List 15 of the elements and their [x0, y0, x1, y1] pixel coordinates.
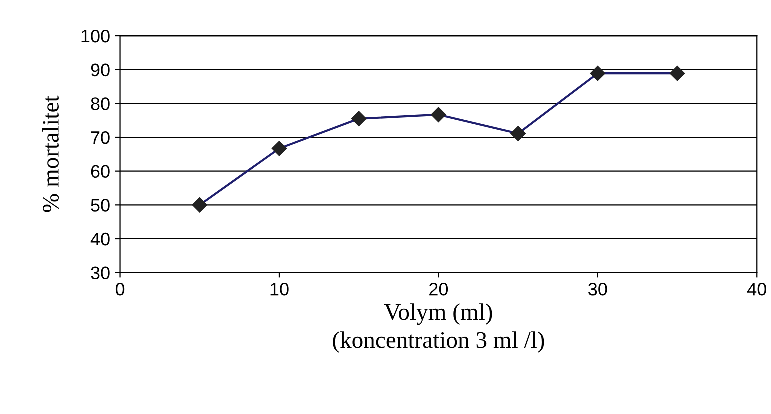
- x-axis-title: Volym (ml) (koncentration 3 ml /l): [333, 304, 544, 354]
- y-tick-label: 80: [91, 98, 110, 110]
- y-tick-label: 50: [91, 199, 110, 212]
- y-tick-label: 90: [91, 64, 110, 77]
- x-tick-label: 30: [588, 283, 608, 296]
- x-tick-label: 0: [116, 283, 125, 296]
- x-tick-label: 10: [270, 283, 289, 296]
- x-tick-label: 40: [747, 283, 766, 296]
- y-tick-label: 60: [91, 165, 110, 178]
- y-tick-label: 100: [82, 30, 110, 43]
- y-tick-label: 70: [91, 131, 110, 144]
- y-tick-label: 30: [91, 266, 110, 280]
- x-tick-label: 20: [430, 283, 448, 296]
- y-tick-label: 40: [90, 232, 110, 246]
- y-axis-title: % mortalitet: [42, 96, 60, 212]
